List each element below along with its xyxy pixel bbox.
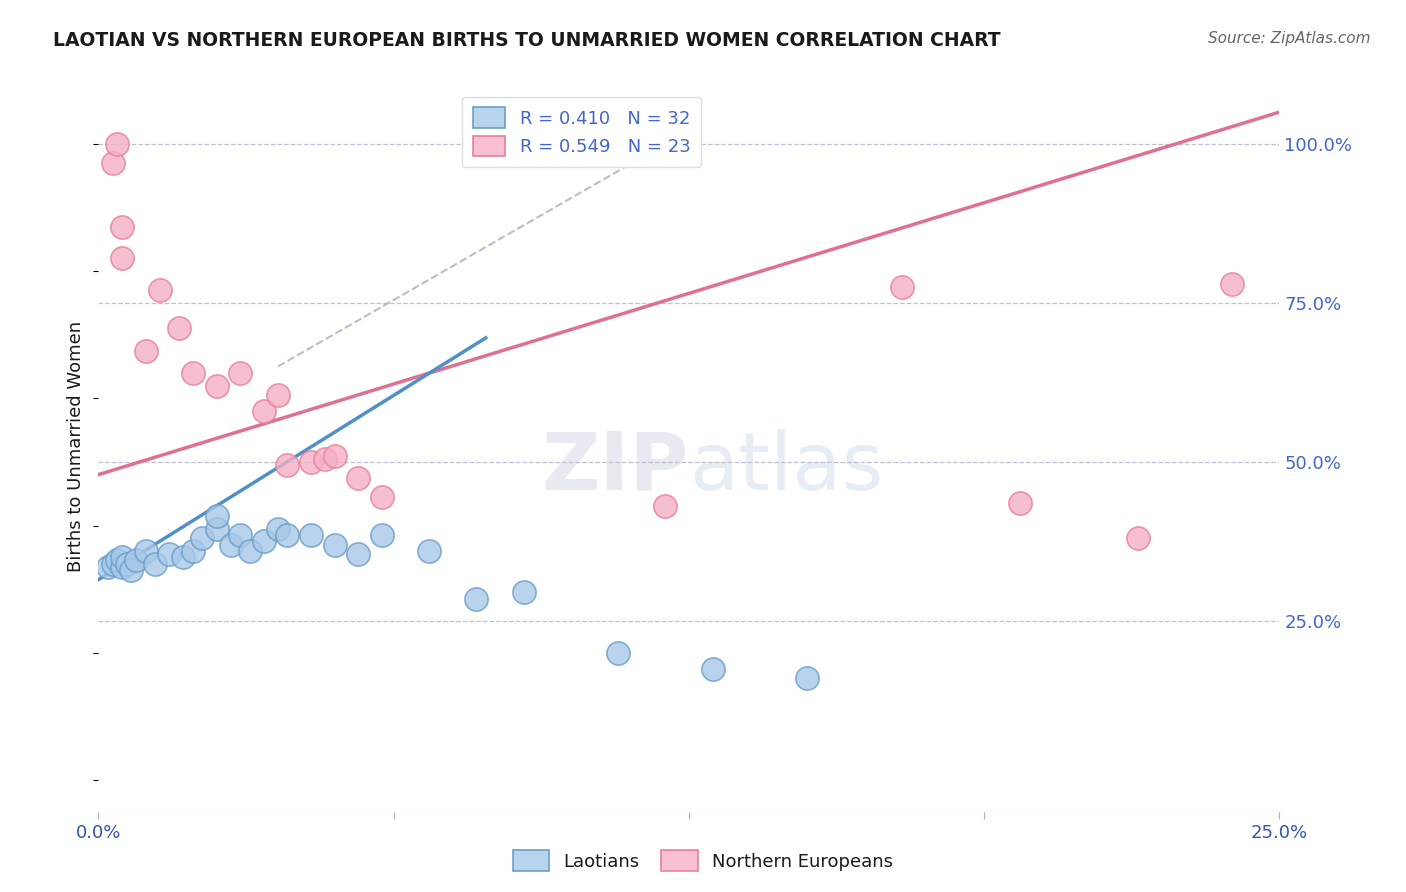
Point [105, 553, 128, 567]
Point [115, 557, 138, 571]
Point [299, 528, 322, 542]
Point [181, 366, 204, 380]
Point [111, 559, 134, 574]
Point [157, 547, 180, 561]
Point [702, 662, 724, 676]
Point [125, 553, 148, 567]
Point [229, 528, 252, 542]
Point [121, 563, 143, 577]
Point [101, 557, 124, 571]
Point [323, 538, 346, 552]
Point [512, 585, 534, 599]
Point [219, 538, 242, 552]
Y-axis label: Births to Unmarried Women: Births to Unmarried Women [67, 320, 86, 572]
Point [890, 280, 912, 294]
Point [97, 559, 120, 574]
Point [253, 404, 276, 418]
Point [205, 378, 228, 392]
Point [1008, 496, 1031, 510]
Point [276, 528, 298, 542]
Point [253, 534, 276, 549]
Point [267, 388, 290, 402]
Point [172, 550, 194, 565]
Text: ZIP: ZIP [541, 429, 689, 507]
Legend: R = 0.410   N = 32, R = 0.549   N = 23: R = 0.410 N = 32, R = 0.549 N = 23 [461, 96, 702, 167]
Point [607, 646, 630, 660]
Point [111, 550, 134, 565]
Point [135, 544, 157, 558]
Legend: Laotians, Northern Europeans: Laotians, Northern Europeans [506, 843, 900, 879]
Point [276, 458, 298, 472]
Point [111, 219, 134, 234]
Point [347, 547, 370, 561]
Text: atlas: atlas [689, 429, 883, 507]
Point [149, 283, 172, 297]
Point [111, 252, 134, 266]
Point [205, 522, 228, 536]
Point [1126, 531, 1149, 545]
Point [229, 366, 252, 380]
Point [135, 343, 157, 358]
Point [796, 671, 818, 685]
Point [181, 544, 204, 558]
Point [101, 156, 124, 170]
Point [167, 321, 190, 335]
Point [143, 557, 166, 571]
Text: LAOTIAN VS NORTHERN EUROPEAN BIRTHS TO UNMARRIED WOMEN CORRELATION CHART: LAOTIAN VS NORTHERN EUROPEAN BIRTHS TO U… [53, 31, 1001, 50]
Text: Source: ZipAtlas.com: Source: ZipAtlas.com [1208, 31, 1371, 46]
Point [654, 500, 676, 514]
Point [323, 449, 346, 463]
Point [267, 522, 290, 536]
Point [191, 531, 214, 545]
Point [314, 451, 336, 466]
Point [418, 544, 440, 558]
Point [371, 490, 394, 504]
Point [465, 591, 488, 606]
Point [239, 544, 262, 558]
Point [1220, 277, 1243, 291]
Point [371, 528, 394, 542]
Point [347, 471, 370, 485]
Point [299, 455, 322, 469]
Point [205, 508, 228, 523]
Point [105, 136, 128, 151]
